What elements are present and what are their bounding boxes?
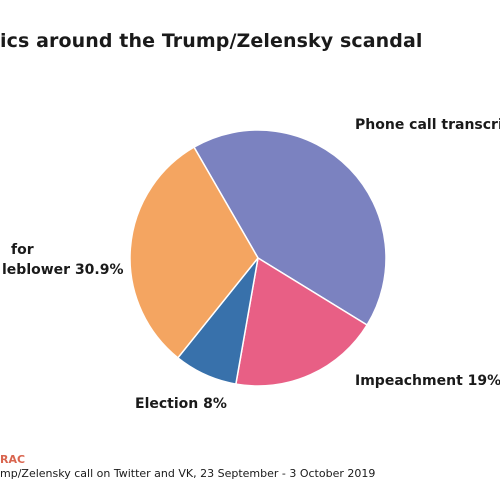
slice-whistleblower-label: for leblower 30.9% bbox=[2, 242, 124, 278]
pie-labels: Phone call transcrip Impeachment 19% Elect… bbox=[2, 117, 500, 412]
source-name: RAC bbox=[0, 453, 26, 466]
slice-impeachment-label: Impeachment 19% bbox=[355, 373, 500, 389]
slice-election-label: Election 8% bbox=[135, 396, 227, 412]
slice-impeachment bbox=[234, 256, 369, 387]
source-note: mp/Zelensky call on Twitter and VK, 23 S… bbox=[0, 467, 376, 480]
chart-title: ics around the Trump/Zelensky scandal bbox=[0, 30, 423, 52]
slice-whistleblower bbox=[129, 146, 259, 359]
pie-slices bbox=[129, 129, 387, 387]
slice-phone-call bbox=[192, 129, 387, 327]
slice-phone-call-label: Phone call transcrip bbox=[355, 117, 500, 133]
